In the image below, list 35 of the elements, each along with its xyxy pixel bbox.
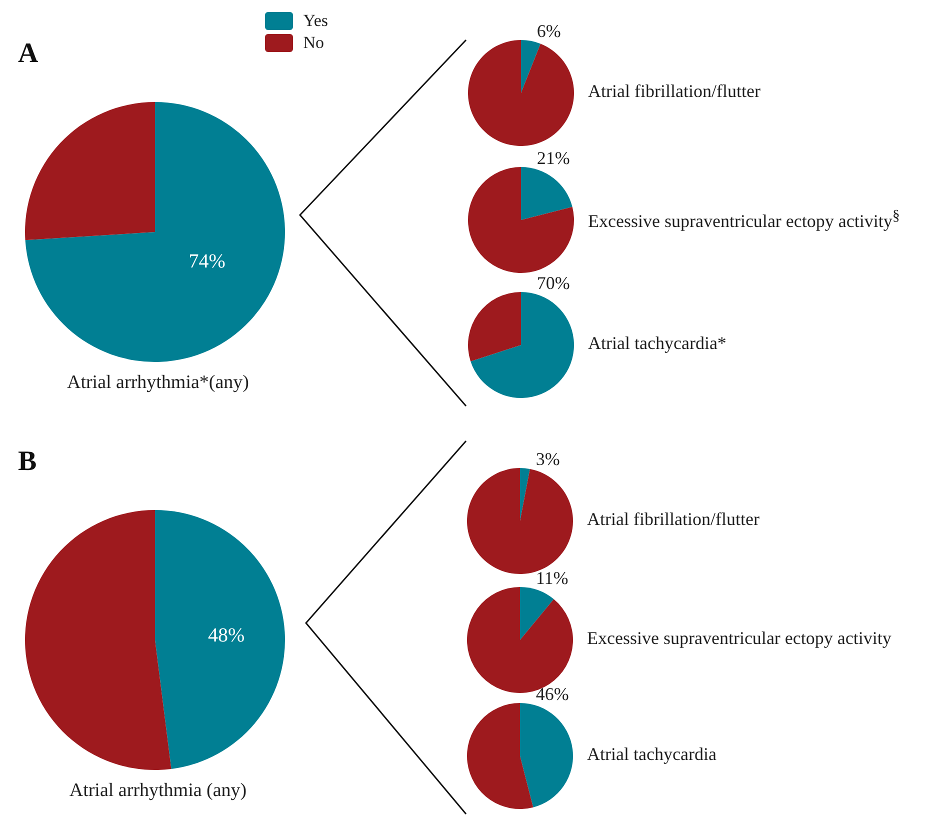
pie-slice: [520, 468, 530, 521]
pie-slice: [468, 167, 574, 273]
pie-slice: [468, 40, 574, 146]
text: Atrial fibrillation/flutter: [588, 81, 760, 102]
text: Atrial arrhythmia*(any): [66, 372, 250, 394]
pie-slice: [467, 468, 573, 574]
data-label: 46%: [536, 684, 569, 704]
pie-slice: [470, 292, 574, 398]
pie-slice: [25, 510, 172, 770]
data-label: 11%: [536, 568, 568, 588]
data-label: 6%: [536, 21, 561, 41]
pie-slice: [521, 40, 541, 93]
text: Excessive supraventricular ectopy activity$^{§}$: [588, 208, 900, 232]
text: Atrial tachycardia*: [588, 333, 726, 354]
data-label: 70%: [536, 273, 570, 293]
data-label: 74%: [188, 250, 226, 273]
legend-label: No: [303, 33, 324, 53]
pie-slice: [521, 167, 572, 220]
chart-title: B: [18, 446, 37, 478]
text: A: [18, 38, 38, 70]
pie-slice: [25, 102, 155, 240]
pie-slice: [155, 510, 285, 769]
text: Excessive supraventricular ectopy activity: [587, 628, 892, 649]
legend-label: Yes: [303, 11, 328, 31]
pie-slice: [25, 102, 285, 362]
pie-slice: [467, 703, 534, 809]
pie-slice: [468, 292, 521, 362]
text: Atrial arrhythmia (any): [68, 780, 248, 802]
data-label: 3%: [536, 449, 560, 469]
text: Atrial tachycardia: [587, 744, 716, 765]
text: Atrial fibrillation/flutter: [587, 509, 760, 530]
data-label: 21%: [536, 148, 570, 168]
data-label: 48%: [208, 624, 245, 647]
pie-slice: [520, 587, 554, 640]
pie-slice: [520, 703, 573, 808]
